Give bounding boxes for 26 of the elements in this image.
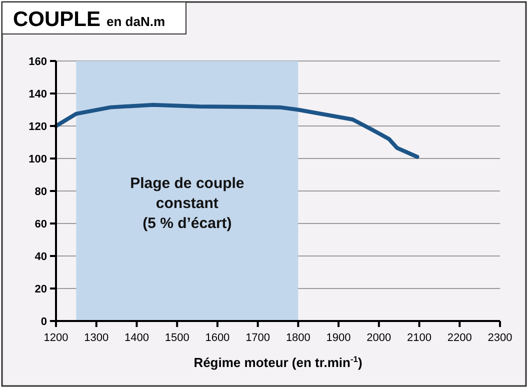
chart-title: COUPLE [13, 8, 101, 31]
y-tick-label: 0 [40, 316, 47, 328]
x-axis-title: Régime moteur (en tr.min$^{-1}$) [194, 354, 362, 370]
x-tick-label: 1700 [246, 332, 270, 344]
y-tick-label: 80 [34, 186, 47, 198]
x-tick-label: 1800 [286, 332, 310, 344]
x-tick-label: 1200 [44, 332, 68, 344]
y-tick-label: 60 [34, 218, 47, 230]
y-tick-label: 120 [28, 121, 47, 133]
y-tick-label: 160 [28, 56, 47, 68]
x-tick-label: 2000 [366, 332, 392, 344]
x-tick-label: 1600 [205, 332, 230, 344]
line-series [54, 102, 420, 159]
chart-subtitle: en daN.m [106, 14, 166, 29]
y-tick-label: 100 [28, 154, 47, 166]
x-tick-label: 2100 [407, 332, 432, 344]
x-tick-label: 1400 [124, 332, 149, 344]
band-label: Plage de couple constant (5 % d’écart) [130, 175, 244, 232]
x-tick-label: 1900 [326, 332, 351, 344]
x-tick-label: 1300 [84, 332, 109, 344]
x-tick-label: 2300 [488, 332, 512, 344]
x-tick-label: 1500 [164, 332, 190, 344]
y-tick-label: 140 [28, 88, 47, 100]
x-tick-label: 2200 [447, 332, 472, 344]
y-tick-label: 20 [34, 284, 47, 296]
y-tick-label: 40 [34, 251, 47, 263]
